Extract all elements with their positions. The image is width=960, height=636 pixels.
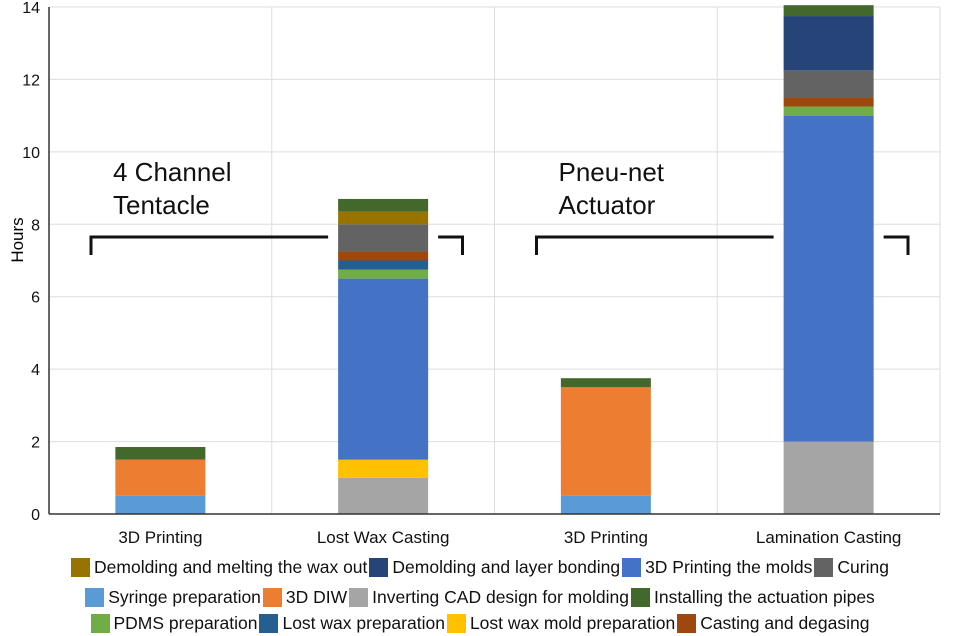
axes: 0 2 4 6 8 10 12 14 3D Printing Lost Wax Casting 3D… bbox=[22, 0, 940, 547]
legend-label: 3D DIW bbox=[285, 586, 348, 607]
legend-item: PDMS preparation bbox=[90, 612, 258, 634]
bar-segment bbox=[338, 211, 429, 225]
legend-row: Demolding and melting the wax out Demoldi… bbox=[0, 554, 960, 580]
grid-lines bbox=[48, 6, 941, 515]
y-tick-label: 12 bbox=[22, 72, 40, 89]
legend-label: Syringe preparation bbox=[108, 586, 261, 607]
legend-swatch bbox=[622, 557, 642, 577]
bar-segment bbox=[783, 115, 874, 442]
group-bracket-right bbox=[883, 235, 910, 255]
legend-item: Syringe preparation bbox=[85, 587, 261, 608]
legend-label: Demolding and layer bonding bbox=[392, 556, 621, 577]
y-tick-label: 0 bbox=[31, 507, 40, 524]
y-axis-label: Hours bbox=[8, 217, 27, 262]
legend-label: Casting and degasing bbox=[700, 612, 870, 633]
x-category-label: 3D Printing bbox=[118, 528, 202, 547]
legend-swatch bbox=[446, 613, 466, 633]
legend-label: PDMS preparation bbox=[113, 612, 258, 633]
x-category-label: 3D Printing bbox=[564, 528, 648, 547]
group-brackets: 4 Channel Tentacle Pneu-net Actuator bbox=[89, 157, 910, 255]
bar-segment bbox=[338, 224, 429, 252]
group-bracket-left bbox=[535, 235, 774, 255]
group-label: Pneu-net Actuator bbox=[559, 157, 665, 220]
bar-segment bbox=[338, 278, 429, 460]
legend-item: Lost wax mold preparation bbox=[446, 612, 676, 634]
legend-swatch bbox=[369, 557, 389, 577]
bar-segment bbox=[115, 495, 206, 514]
bar-segment bbox=[783, 70, 874, 98]
legend-item: 3D Printing the molds bbox=[622, 557, 812, 578]
legend-row: PDMS preparation Lost wax preparation Lost… bbox=[0, 610, 960, 636]
legend-item: Inverting CAD design for molding bbox=[349, 587, 629, 608]
legend-item: Demolding and layer bonding bbox=[369, 557, 620, 578]
bar-segment bbox=[338, 198, 429, 212]
legend-item: Curing bbox=[814, 557, 889, 578]
legend-swatch bbox=[259, 613, 279, 633]
legend-row: Syringe preparation 3D DIW Inverting CAD d… bbox=[0, 584, 960, 610]
legend-label: Lost wax preparation bbox=[282, 612, 445, 633]
legend-item: Lost wax preparation bbox=[259, 612, 445, 634]
bar-segment bbox=[560, 387, 651, 496]
bar-segment bbox=[338, 251, 429, 261]
legend-item: Casting and degasing bbox=[677, 613, 869, 634]
legend-label: Installing the actuation pipes bbox=[653, 586, 875, 607]
legend-swatch bbox=[349, 587, 369, 607]
bar-segment bbox=[338, 260, 429, 270]
y-tick-label: 2 bbox=[31, 435, 40, 452]
y-tick-label: 4 bbox=[31, 362, 40, 379]
bar-segment bbox=[338, 477, 429, 514]
legend-swatch bbox=[262, 587, 282, 607]
bars bbox=[115, 5, 874, 514]
bar-segment bbox=[560, 378, 651, 388]
legend-swatch bbox=[85, 587, 105, 607]
legend-label: 3D Printing the molds bbox=[645, 556, 813, 577]
y-tick-label: 8 bbox=[31, 217, 40, 234]
bar-segment bbox=[115, 447, 206, 460]
legend-label: Demolding and melting the wax out bbox=[94, 556, 368, 577]
bar-segment bbox=[115, 459, 206, 496]
bar-segment bbox=[783, 441, 874, 514]
legend-item: Installing the actuation pipes bbox=[630, 586, 875, 608]
bar-segment bbox=[783, 97, 874, 107]
group-bracket-right bbox=[438, 235, 464, 255]
legend-swatch bbox=[814, 557, 834, 577]
legend-swatch bbox=[90, 613, 110, 633]
x-category-label: Lamination Casting bbox=[756, 528, 902, 547]
x-category-label: Lost Wax Casting bbox=[317, 528, 450, 547]
legend-swatch bbox=[71, 557, 91, 577]
bar-segment bbox=[560, 495, 651, 514]
legend-swatch bbox=[677, 613, 697, 633]
bar-segment bbox=[783, 106, 874, 116]
group-label: 4 Channel Tentacle bbox=[113, 157, 232, 220]
legend-label: Curing bbox=[837, 556, 889, 577]
group-bracket-left bbox=[89, 235, 329, 255]
bar-segment bbox=[338, 459, 429, 478]
y-tick-label: 14 bbox=[22, 0, 40, 17]
legend-label: Lost wax mold preparation bbox=[469, 612, 676, 633]
legend-swatch bbox=[630, 587, 650, 607]
y-tick-label: 6 bbox=[31, 290, 40, 307]
bar-segment bbox=[783, 5, 874, 17]
bar-segment bbox=[783, 16, 874, 71]
legend-label: Inverting CAD design for molding bbox=[372, 586, 629, 607]
legend-item: Demolding and melting the wax out bbox=[71, 557, 367, 578]
bar-segment bbox=[338, 269, 429, 279]
y-tick-label: 10 bbox=[22, 145, 40, 162]
legend-item: 3D DIW bbox=[262, 586, 348, 608]
